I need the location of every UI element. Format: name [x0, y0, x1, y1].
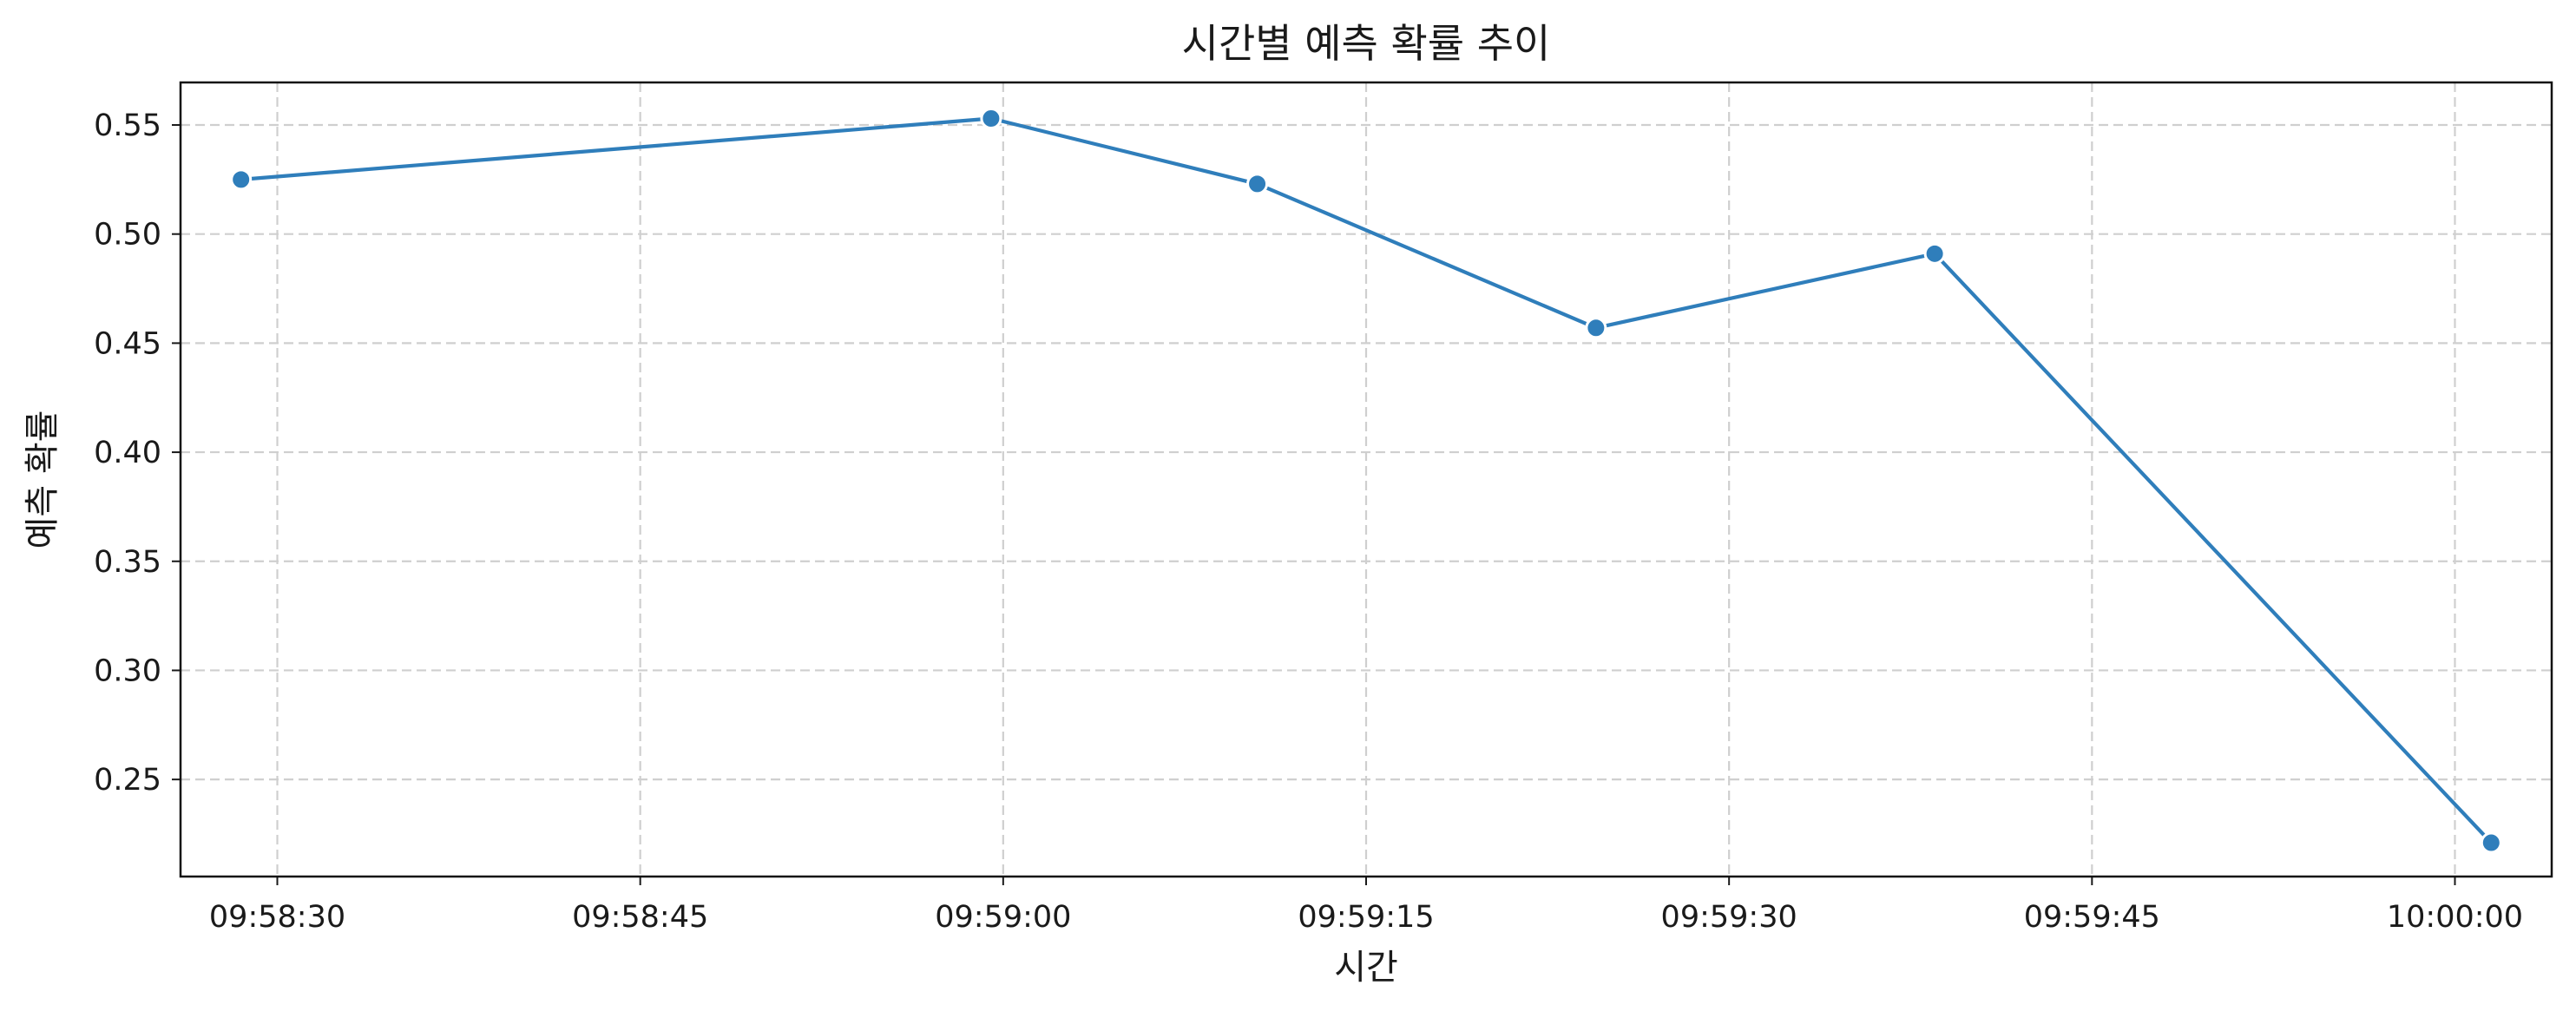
- y-tick-label: 0.50: [94, 218, 161, 253]
- x-axis-label: 시간: [1334, 948, 1398, 988]
- y-tick-label: 0.45: [94, 326, 161, 361]
- data-point: [1923, 242, 1946, 265]
- x-tick-label: 09:58:45: [572, 900, 708, 935]
- x-tick-label: 09:59:00: [935, 900, 1071, 935]
- y-tick-label: 0.30: [94, 653, 161, 688]
- y-axis-label: 예측 확률: [23, 410, 62, 549]
- x-tick-label: 09:59:15: [1298, 900, 1434, 935]
- x-tick-label: 09:59:30: [1661, 900, 1797, 935]
- y-tick-label: 0.55: [94, 108, 161, 143]
- data-point: [230, 168, 253, 191]
- x-tick-label: 10:00:00: [2387, 900, 2523, 935]
- y-tick-label: 0.35: [94, 545, 161, 580]
- x-tick-label: 09:58:30: [209, 900, 345, 935]
- y-tick-label: 0.40: [94, 436, 161, 470]
- data-point: [980, 107, 1002, 129]
- chart-title: 시간별 예측 확률 추이: [1182, 20, 1551, 67]
- grid-lines: [181, 82, 2552, 877]
- x-tick-label: 09:59:45: [2024, 900, 2160, 935]
- series-layer: [230, 107, 2502, 854]
- data-point: [1585, 317, 1607, 339]
- series-line: [239, 116, 2494, 845]
- plot-frame: [179, 81, 2553, 878]
- axis-ticks: 0.25 0.30 0.35 0.40 0.45 0.50 0.55 09:58:30 09:5…: [94, 108, 2523, 935]
- data-point: [2480, 831, 2502, 854]
- data-point: [1246, 173, 1269, 195]
- y-tick-label: 0.25: [94, 763, 161, 798]
